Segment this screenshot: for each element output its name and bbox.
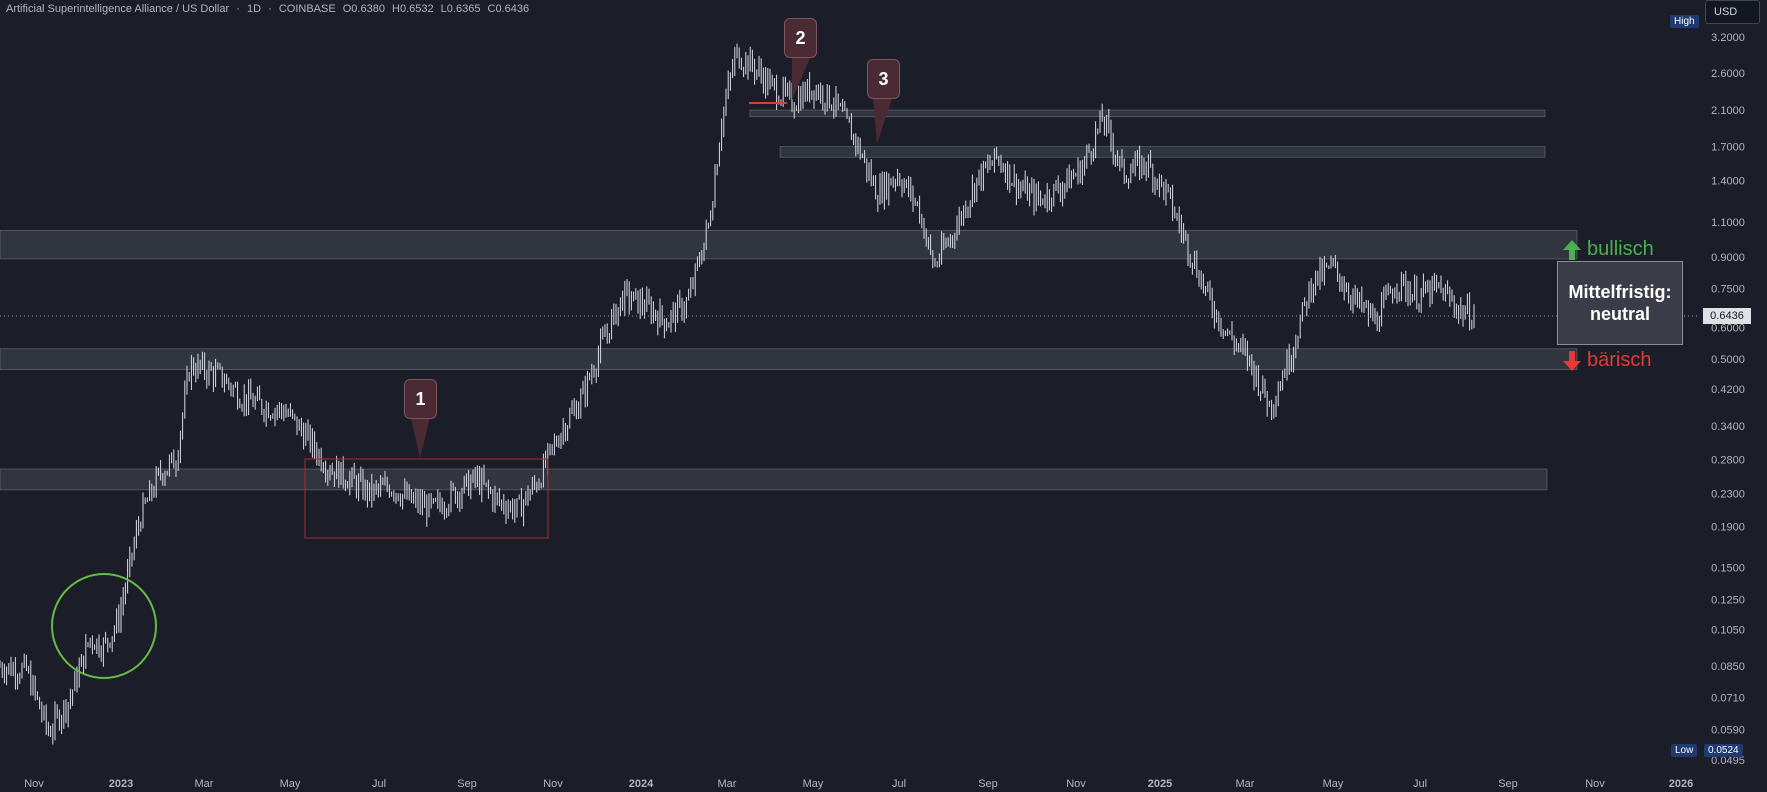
time-tick-label: Sep	[978, 778, 998, 790]
price-tick-label: 0.1900	[1711, 522, 1745, 534]
price-tick-label: 2.6000	[1711, 68, 1745, 80]
chart-title: Artificial Superintelligence Alliance / …	[6, 3, 530, 15]
time-tick-label: 2026	[1669, 778, 1693, 790]
bullish-label: bullisch	[1563, 238, 1654, 261]
close-value: C0.6436	[487, 3, 530, 15]
time-tick-label: Nov	[1066, 778, 1086, 790]
time-tick-label: Sep	[457, 778, 477, 790]
outlook-line2: neutral	[1589, 304, 1650, 324]
support-resistance-zones	[0, 109, 1578, 491]
low-tag: Low	[1671, 744, 1698, 757]
high-tag: High	[1670, 15, 1699, 28]
price-axis[interactable]: 3.2000 2.6000 2.1000 1.7000 1.4000 1.1000 0.90…	[1711, 32, 1745, 767]
time-axis[interactable]: Nov 2023 Mar May Jul Sep Nov 2024 Mar May Jul Sep No…	[24, 778, 1693, 790]
callout-2-pointer	[792, 58, 810, 100]
time-tick-label: May	[280, 778, 301, 790]
bearish-text: bärisch	[1587, 349, 1652, 371]
arrow-down-icon	[1563, 350, 1581, 371]
price-tick-label: 0.6000	[1711, 322, 1745, 334]
time-tick-label: Nov	[24, 778, 44, 790]
price-tick-label: 0.3400	[1711, 421, 1745, 433]
time-tick-label: Sep	[1498, 778, 1518, 790]
bearish-label: bärisch	[1563, 349, 1651, 372]
time-tick-label: 2023	[109, 778, 133, 790]
price-tick-label: 1.1000	[1711, 217, 1745, 229]
price-tick-label: 0.9000	[1711, 252, 1745, 264]
price-zone	[0, 468, 1548, 491]
callout-1-pointer	[411, 418, 430, 458]
callout-2: 2	[784, 18, 817, 58]
price-tick-label: 0.1500	[1711, 563, 1745, 575]
accumulation-circle	[51, 573, 157, 679]
price-tick-label: 1.7000	[1711, 142, 1745, 154]
price-zone	[0, 348, 1578, 370]
low-value-tag: 0.0524	[1704, 744, 1743, 757]
exchange: COINBASE	[278, 3, 336, 15]
price-tick-label: 0.0710	[1711, 692, 1745, 704]
price-candles	[0, 43, 1475, 745]
price-tick-label: 0.0850	[1711, 661, 1745, 673]
interval: 1D	[246, 3, 262, 15]
outlook-box: Mittelfristig: neutral	[1557, 261, 1683, 345]
callout-3-pointer	[873, 98, 892, 144]
low-value: L0.6365	[440, 3, 481, 15]
current-price-tag: 0.6436	[1703, 308, 1751, 324]
price-tick-label: 0.2800	[1711, 454, 1745, 466]
price-tick-label: 0.1250	[1711, 594, 1745, 606]
time-tick-label: Jul	[1413, 778, 1427, 790]
outlook-line1: Mittelfristig:	[1568, 282, 1672, 302]
currency-button[interactable]: USD	[1705, 0, 1760, 24]
price-tick-label: 0.2300	[1711, 489, 1745, 501]
price-tick-label: 0.0590	[1711, 725, 1745, 737]
time-tick-label: 2025	[1148, 778, 1172, 790]
price-tick-label: 0.4200	[1711, 384, 1745, 396]
symbol-name: Artificial Superintelligence Alliance / …	[6, 3, 230, 15]
callout-1: 1	[404, 379, 437, 419]
price-tick-label: 0.1050	[1711, 625, 1745, 637]
time-tick-label: May	[1323, 778, 1344, 790]
time-tick-label: Mar	[195, 778, 214, 790]
price-zone	[749, 109, 1546, 118]
price-tick-label: 1.4000	[1711, 175, 1745, 187]
time-tick-label: Jul	[372, 778, 386, 790]
price-tick-label: 2.1000	[1711, 105, 1745, 117]
time-tick-label: Jul	[892, 778, 906, 790]
consolidation-box	[304, 458, 549, 539]
high-value: H0.6532	[392, 3, 434, 15]
arrow-up-icon	[1563, 239, 1581, 260]
time-tick-label: May	[803, 778, 824, 790]
callout-3: 3	[867, 59, 900, 99]
price-zone	[779, 146, 1546, 158]
price-tick-label: 3.2000	[1711, 32, 1745, 44]
price-zone	[0, 229, 1578, 260]
open-value: O0.6380	[342, 3, 385, 15]
bullish-text: bullisch	[1587, 238, 1654, 260]
price-tick-label: 0.0495	[1711, 755, 1745, 767]
time-tick-label: Mar	[718, 778, 737, 790]
time-tick-label: Mar	[1236, 778, 1255, 790]
price-tick-label: 0.5000	[1711, 354, 1745, 366]
time-tick-label: Nov	[1585, 778, 1605, 790]
time-tick-label: 2024	[629, 778, 654, 790]
price-tick-label: 0.7500	[1711, 284, 1745, 296]
time-tick-label: Nov	[543, 778, 563, 790]
